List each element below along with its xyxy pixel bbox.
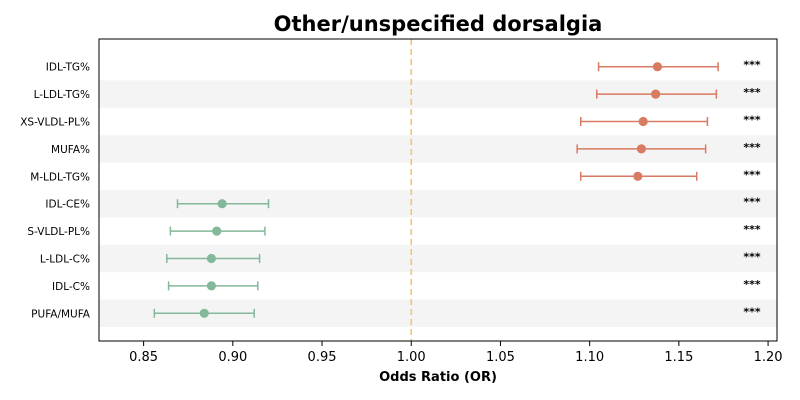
significance-label: ***	[743, 141, 761, 154]
significance-label: ***	[743, 168, 761, 181]
significance-label: ***	[743, 278, 761, 291]
significance-label: ***	[743, 196, 761, 209]
category-label: MUFA%	[51, 144, 90, 156]
category-label: IDL-C%	[52, 281, 90, 293]
x-axis-label: Odds Ratio (OR)	[379, 370, 497, 385]
row-m-ldl-tg-: M-LDL-TG% ***	[30, 168, 761, 183]
significance-label: ***	[743, 223, 761, 236]
row-idl-tg-: IDL-TG% ***	[46, 59, 761, 74]
category-label: PUFA/MUFA	[31, 308, 91, 320]
category-label: IDL-TG%	[46, 62, 90, 74]
row-xs-vldl-pl-: XS-VLDL-PL% ***	[20, 114, 761, 129]
x-tick-label: 1.15	[664, 350, 693, 365]
x-tick-label: 0.85	[129, 350, 158, 365]
row-idl-ce-: IDL-CE% ***	[45, 196, 760, 211]
significance-label: ***	[743, 59, 761, 72]
x-tick-label: 1.20	[754, 350, 783, 365]
or-point	[652, 62, 663, 72]
x-tick-label: 0.90	[218, 350, 247, 365]
x-tick-label: 1.10	[575, 350, 604, 365]
significance-label: ***	[743, 251, 761, 264]
or-point	[651, 89, 661, 99]
or-point	[638, 116, 648, 127]
row-mufa-: MUFA% ***	[51, 141, 761, 156]
plot-frame	[98, 38, 778, 342]
row-idl-c-: IDL-C% ***	[52, 278, 761, 293]
chart-title: Other/unspecified dorsalgia	[274, 12, 603, 36]
significance-label: ***	[743, 114, 761, 127]
category-label: S-VLDL-PL%	[27, 226, 90, 238]
data-rows: IDL-TG% ***L-LDL-TG% ***XS-VLDL-PL% ***MUFA…	[20, 59, 761, 321]
category-label: L-LDL-C%	[40, 254, 90, 266]
category-label: XS-VLDL-PL%	[20, 117, 90, 129]
or-point	[206, 281, 217, 291]
or-point	[633, 171, 643, 181]
x-axis: 0.85 0.90 0.95 1.00 1.05 1.10 1.15 1.20	[129, 341, 783, 365]
x-tick-label: 0.95	[308, 350, 337, 365]
or-point	[206, 253, 217, 264]
row-s-vldl-pl-: S-VLDL-PL% ***	[27, 223, 760, 238]
significance-label: ***	[743, 86, 761, 99]
or-point	[212, 226, 222, 236]
or-point	[217, 199, 227, 209]
row-l-ldl-c-: L-LDL-C% ***	[40, 251, 761, 266]
category-label: L-LDL-TG%	[34, 89, 90, 101]
significance-label: ***	[743, 305, 761, 318]
x-tick-label: 1.05	[486, 350, 515, 365]
x-tick-label: 1.00	[397, 350, 426, 365]
category-label: M-LDL-TG%	[30, 171, 90, 183]
row-l-ldl-tg-: L-LDL-TG% ***	[34, 86, 761, 101]
or-point	[636, 144, 647, 154]
or-point	[199, 308, 209, 318]
row-pufa-mufa: PUFA/MUFA ***	[31, 305, 761, 320]
category-label: IDL-CE%	[45, 199, 90, 211]
